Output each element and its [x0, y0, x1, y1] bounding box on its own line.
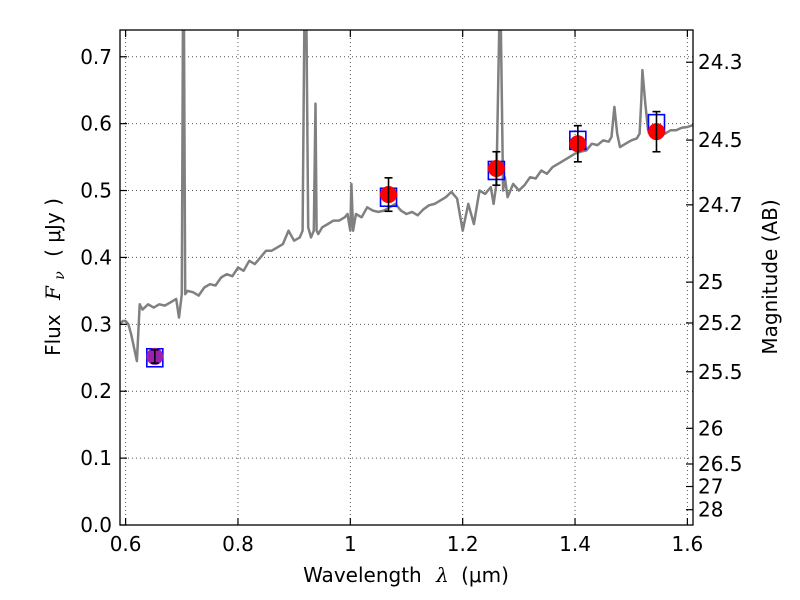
grid — [120, 30, 693, 526]
x-tick-label: 1.2 — [447, 532, 479, 556]
x-axis-label-unit: (μm) — [461, 563, 509, 587]
magnitude-tick-label: 25.2 — [698, 311, 743, 335]
y-axis-title: Flux F ν ( μJy ) — [41, 198, 69, 356]
y-tick-label: 0.4 — [80, 245, 112, 269]
magnitude-tick-label: 24.7 — [698, 193, 743, 217]
y-axis-label-unit: ( μJy ) — [41, 198, 65, 257]
points-layer — [146, 110, 666, 368]
plot-frame — [119, 29, 694, 526]
x-axis-ticks: 0.6 0.8 1 1.2 1.4 1.6 — [110, 30, 703, 556]
spectrum-layer — [120, 30, 693, 363]
magnitude-tick-label: 24.5 — [698, 128, 743, 152]
x-tick-label: 1.4 — [559, 532, 591, 556]
x-axis-label-text: Wavelength — [303, 563, 422, 587]
y-tick-label: 0.3 — [80, 312, 112, 336]
x-axis-title: Wavelength λ (μm) — [303, 563, 509, 587]
x-tick-label: 1 — [344, 532, 357, 556]
magnitude-axis-title: Magnitude (AB) — [758, 199, 782, 354]
magnitude-tick-label: 25.5 — [698, 360, 743, 384]
x-axis-label-symbol: λ — [435, 563, 449, 587]
magnitude-tick-label: 27 — [698, 475, 723, 499]
y-axis-label-text: Flux — [41, 314, 65, 356]
y-tick-label: 0.0 — [80, 513, 112, 537]
y-tick-label: 0.1 — [80, 446, 112, 470]
x-tick-label: 1.6 — [671, 532, 703, 556]
x-tick-label: 0.6 — [110, 532, 142, 556]
y-tick-label: 0.5 — [80, 179, 112, 203]
y-tick-label: 0.7 — [80, 45, 112, 69]
x-tick-label: 0.8 — [222, 532, 254, 556]
magnitude-tick-label: 28 — [698, 498, 723, 522]
y-axis-label-subscript: ν — [52, 271, 68, 280]
spectrum-line — [120, 30, 693, 363]
y-axis-ticks: 0.0 0.1 0.2 0.3 0.4 0.5 0.6 0.7 — [80, 45, 127, 537]
y-axis-label-symbol: F — [41, 285, 65, 301]
y-tick-label: 0.2 — [80, 379, 112, 403]
magnitude-tick-label: 24.3 — [698, 50, 743, 74]
magnitude-tick-label: 26.5 — [698, 452, 743, 476]
y-tick-label: 0.6 — [80, 112, 112, 136]
magnitude-tick-label: 25 — [698, 270, 723, 294]
magnitude-tick-label: 26 — [698, 416, 723, 440]
